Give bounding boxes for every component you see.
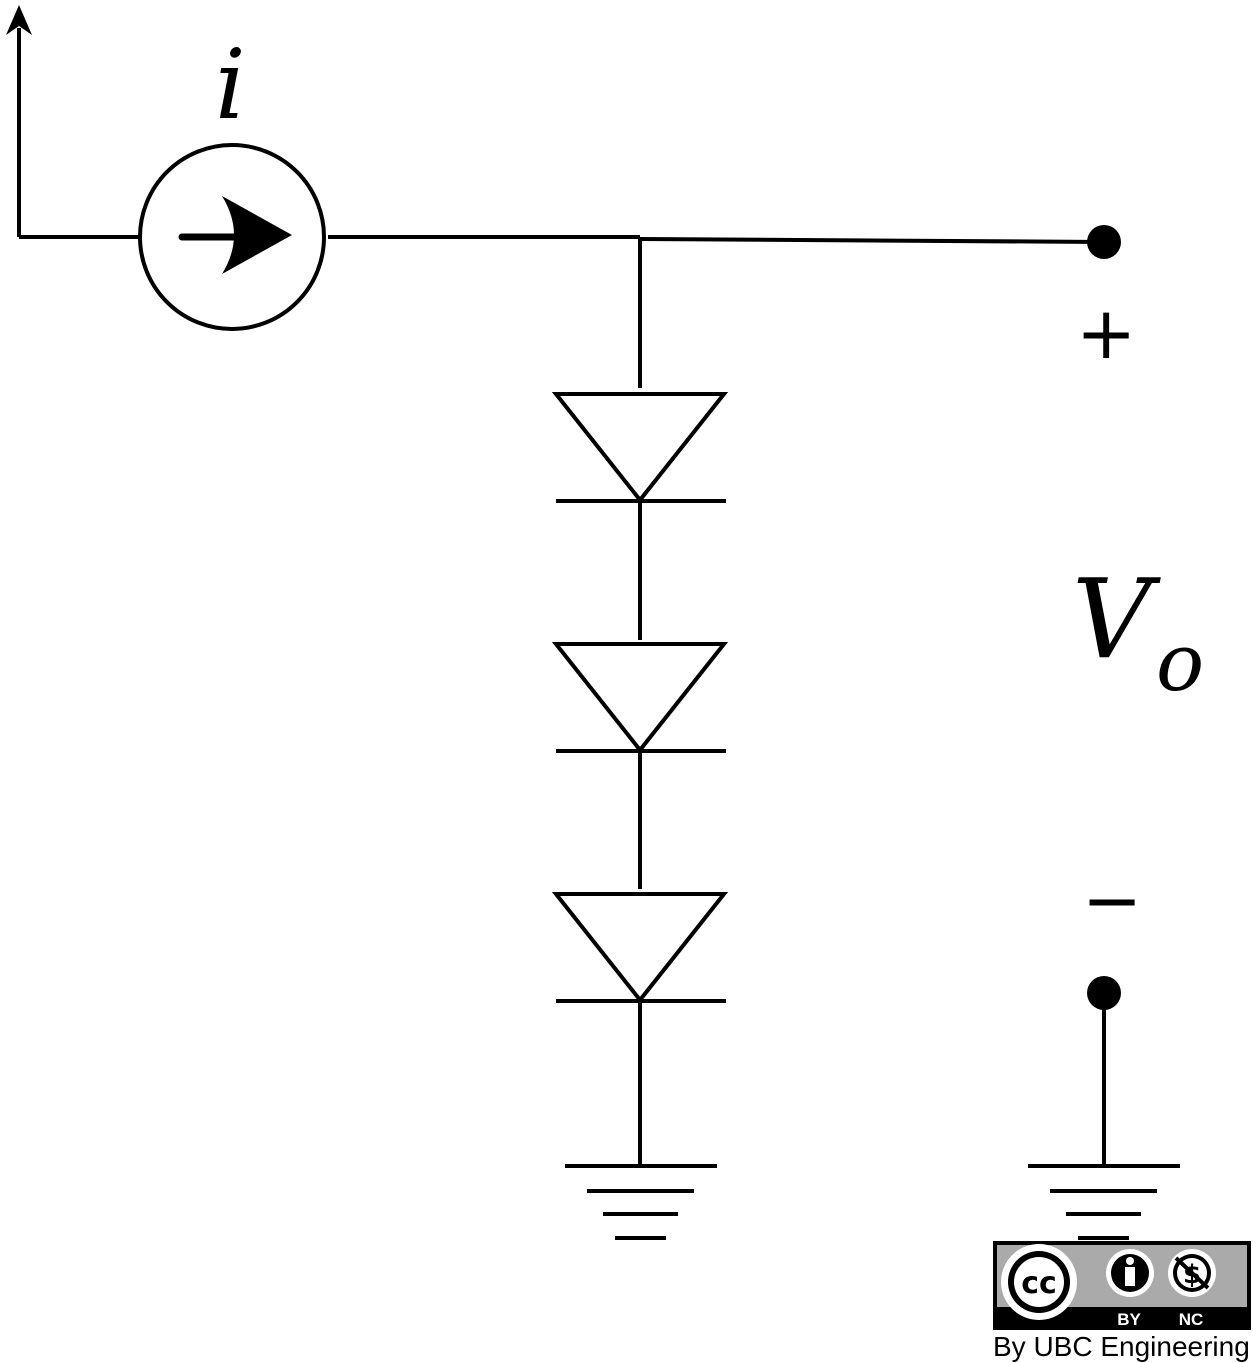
output-terminal-positive (1087, 225, 1121, 259)
nc-badge-text: NC (1179, 1310, 1204, 1329)
top-wire (328, 235, 1105, 244)
by-badge-text: BY (1117, 1310, 1141, 1329)
diode-2 (551, 642, 729, 754)
cc-logo-text: cc (1021, 1266, 1057, 1301)
ground-symbol-diodes (565, 1164, 717, 1240)
current-label: i (215, 29, 246, 141)
input-arrow-head (6, 5, 32, 35)
output-voltage-subscript: o (1156, 616, 1204, 709)
diode-1 (551, 392, 729, 504)
plus-label: + (1076, 291, 1136, 375)
cc-license-badge: cc $ BY NC (993, 1241, 1251, 1330)
current-source (138, 143, 326, 331)
diode-string (551, 237, 729, 1166)
current-direction-arrow-icon (222, 196, 292, 274)
credit-text: By UBC Engineering (993, 1331, 1250, 1362)
diode-3 (551, 892, 729, 1004)
input-wire (6, 5, 140, 239)
minus-label: − (1082, 858, 1142, 942)
ground-symbol-output (1028, 1164, 1180, 1240)
output-voltage-label: V (1072, 555, 1161, 683)
